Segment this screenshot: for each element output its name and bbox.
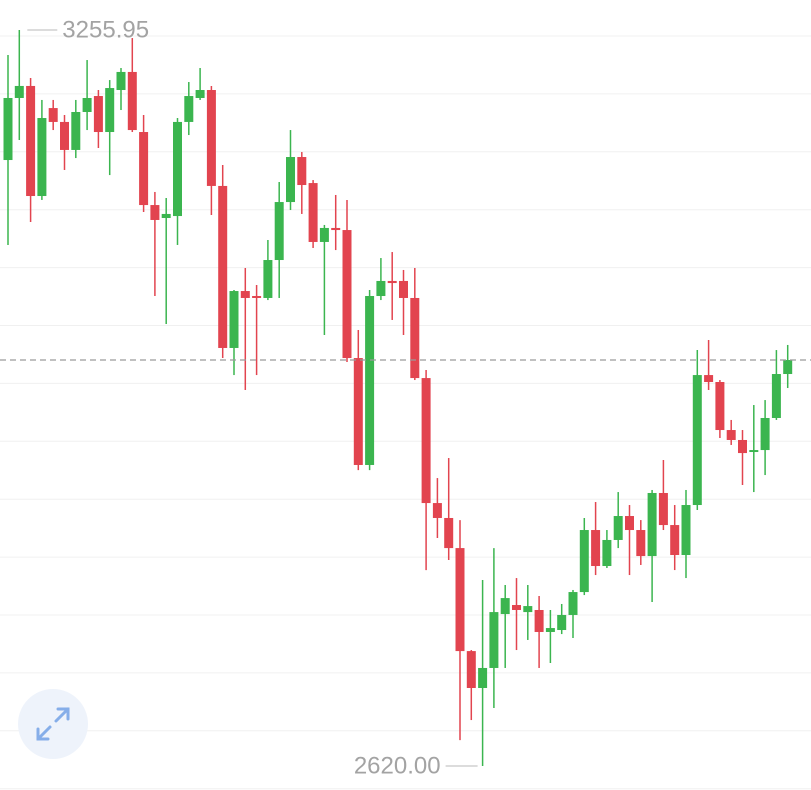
candle-body <box>444 517 454 549</box>
candle-body <box>489 612 499 668</box>
candle-body <box>726 430 736 440</box>
candle-body <box>579 530 589 593</box>
candle-body <box>715 382 725 431</box>
candle-body <box>512 605 521 610</box>
candle-body <box>557 614 567 631</box>
candle-body <box>421 378 431 504</box>
candle-body <box>105 88 115 133</box>
candle-body <box>319 227 329 242</box>
candle-body <box>387 280 397 284</box>
candle-body <box>410 297 420 379</box>
candle-body <box>545 628 555 632</box>
candle-body <box>613 516 623 540</box>
candle-body <box>60 121 69 150</box>
min-label: 2620.00 <box>354 752 441 779</box>
candle-body <box>274 202 284 261</box>
candle-body <box>286 157 295 203</box>
candle-body <box>116 71 126 91</box>
candle-body <box>500 598 510 615</box>
extreme-labels: 3255.95 2620.00 <box>27 16 478 779</box>
candle-body <box>26 85 36 197</box>
candle-body <box>647 492 657 557</box>
grid <box>0 35 811 790</box>
candle-body <box>263 260 273 298</box>
candle-body <box>466 651 476 688</box>
candle-body <box>331 227 341 231</box>
candle-body <box>523 606 533 613</box>
candle-body <box>670 525 680 556</box>
candle-body <box>206 90 216 186</box>
candle-body <box>534 609 544 632</box>
candle-body <box>93 96 103 133</box>
candle-body <box>127 71 137 131</box>
candle-body <box>591 530 601 567</box>
candle-body <box>399 280 408 298</box>
candle-body <box>252 296 262 298</box>
candle-body <box>692 375 702 506</box>
candle-body <box>749 450 759 453</box>
expand-button-bg[interactable] <box>18 689 88 759</box>
candle-body <box>625 516 634 531</box>
candle-body <box>342 230 352 359</box>
candle-body <box>195 90 205 98</box>
candle-body <box>139 132 149 206</box>
candle-body <box>150 205 160 220</box>
candle-body <box>229 291 239 348</box>
candle-body <box>308 183 318 242</box>
candle-body <box>738 439 747 454</box>
candle-body <box>173 121 182 217</box>
candle-body <box>353 358 363 465</box>
candle-body <box>636 530 646 557</box>
candle-body <box>184 96 194 122</box>
max-label: 3255.95 <box>62 16 149 43</box>
candle-body <box>760 417 770 451</box>
candle-body <box>218 185 228 348</box>
candle-body <box>783 360 793 375</box>
candle-body <box>48 108 58 122</box>
candle-body <box>704 375 714 382</box>
candle-body <box>240 291 250 298</box>
candle-body <box>3 97 13 161</box>
candle-body <box>161 213 171 219</box>
candles <box>0 30 811 766</box>
candle-body <box>71 111 81 150</box>
candle-body <box>478 667 488 688</box>
candle-body <box>681 505 691 556</box>
expand-icon[interactable] <box>36 707 70 741</box>
candle-body <box>14 85 24 98</box>
candle-body <box>455 548 465 652</box>
candle-body <box>602 539 612 567</box>
candle-body <box>376 280 386 297</box>
candle-body <box>82 97 92 112</box>
candle-body <box>37 118 47 197</box>
candle-body <box>297 157 307 186</box>
candle-body <box>658 492 668 526</box>
candle-body <box>365 296 375 465</box>
expand-button[interactable] <box>18 689 88 759</box>
candle-body <box>771 374 781 418</box>
candle-body <box>432 503 442 518</box>
candle-body <box>568 592 578 615</box>
